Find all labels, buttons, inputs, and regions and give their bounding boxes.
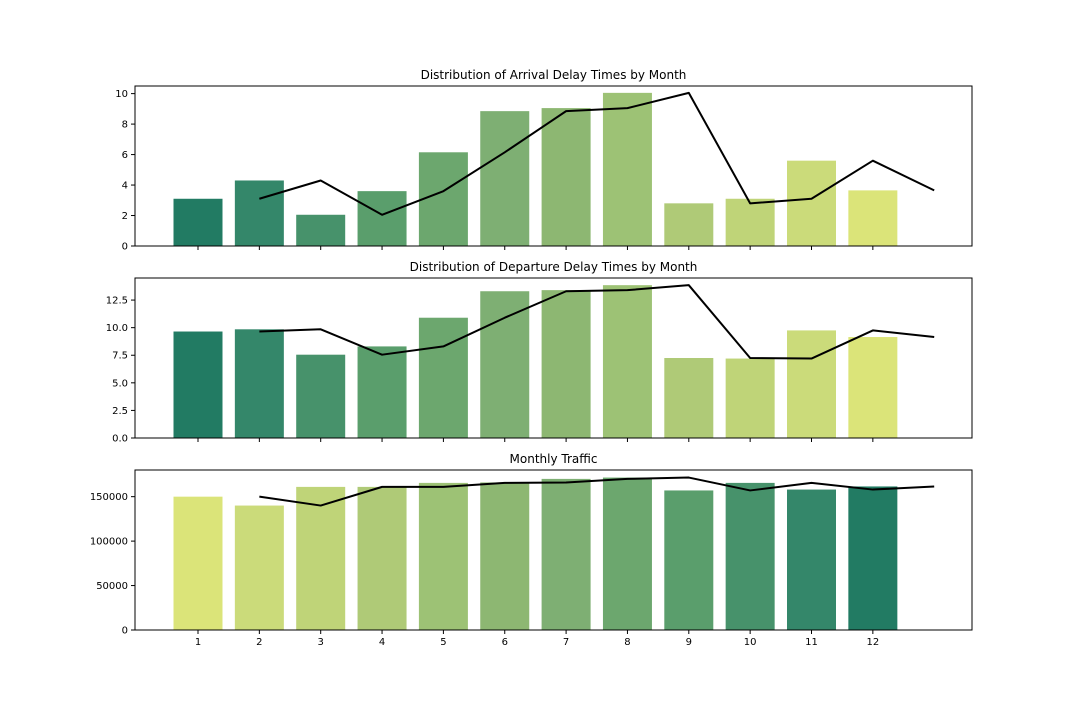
axes-frame <box>134 277 973 439</box>
bar-4 <box>357 191 407 246</box>
x-tick-label: 11 <box>805 637 818 648</box>
bar-1 <box>173 496 223 630</box>
bar-1 <box>173 331 223 438</box>
x-tick-label: 10 <box>744 637 757 648</box>
y-tick-label: 5.0 <box>112 378 128 389</box>
bar-9 <box>664 358 714 438</box>
bar-7 <box>541 478 591 630</box>
chart-panel-2: Distribution of Departure Delay Times by… <box>106 260 973 445</box>
bar-9 <box>664 490 714 630</box>
series-line <box>259 476 935 507</box>
y-tick-label: 50000 <box>96 581 128 592</box>
bar-10 <box>725 482 775 630</box>
y-tick-label: 2 <box>122 211 128 222</box>
bar-4 <box>357 346 407 438</box>
y-tick-label: 7.5 <box>112 351 128 362</box>
x-tick-label: 1 <box>195 637 201 648</box>
y-tick-label: 12.5 <box>106 296 128 307</box>
x-tick-label: 8 <box>624 637 630 648</box>
bar-7 <box>541 290 591 438</box>
bar-10 <box>725 198 775 246</box>
bar-11 <box>787 160 836 246</box>
y-tick-label: 0 <box>122 242 128 253</box>
y-tick-label: 150000 <box>90 492 128 503</box>
x-tick-label: 2 <box>256 637 262 648</box>
chart-panel-1: Distribution of Arrival Delay Times by M… <box>115 68 973 253</box>
bar-12 <box>848 190 898 246</box>
y-tick-label: 6 <box>122 150 128 161</box>
bar-12 <box>848 337 898 438</box>
bar-5 <box>418 152 468 246</box>
chart-title: Monthly Traffic <box>510 452 598 466</box>
bar-2 <box>234 505 284 630</box>
x-tick-label: 3 <box>318 637 324 648</box>
x-tick-label: 7 <box>563 637 569 648</box>
axes-frame <box>134 469 973 631</box>
bar-11 <box>787 489 836 630</box>
bar-10 <box>725 358 775 438</box>
x-tick-label: 9 <box>686 637 692 648</box>
bar-8 <box>602 285 652 438</box>
bar-5 <box>418 482 468 630</box>
x-tick-label: 5 <box>440 637 446 648</box>
bar-2 <box>234 329 284 438</box>
x-tick-label: 12 <box>866 637 879 648</box>
bar-9 <box>664 203 714 246</box>
axes-frame <box>134 85 973 247</box>
chart-title: Distribution of Arrival Delay Times by M… <box>421 68 687 82</box>
bar-11 <box>787 330 836 438</box>
series-line <box>259 91 935 216</box>
bar-3 <box>296 354 346 438</box>
x-tick-label: 4 <box>379 637 385 648</box>
x-tick-label: 6 <box>502 637 508 648</box>
series-line <box>259 284 935 360</box>
bar-8 <box>602 477 652 630</box>
y-tick-label: 10 <box>115 89 128 100</box>
bar-5 <box>418 317 468 438</box>
bar-6 <box>480 111 530 247</box>
y-tick-label: 4 <box>122 181 128 192</box>
y-tick-label: 100000 <box>90 537 128 548</box>
bar-1 <box>173 198 223 246</box>
bar-6 <box>480 291 530 438</box>
y-tick-label: 0.0 <box>112 434 128 445</box>
bar-12 <box>848 486 898 630</box>
y-tick-label: 2.5 <box>112 406 128 417</box>
y-tick-label: 0 <box>122 626 128 637</box>
y-tick-label: 10.0 <box>106 323 128 334</box>
y-tick-label: 8 <box>122 120 128 131</box>
bar-3 <box>296 214 346 246</box>
bar-2 <box>234 180 284 246</box>
bar-3 <box>296 486 346 630</box>
bar-4 <box>357 486 407 630</box>
bar-7 <box>541 108 591 246</box>
chart-title: Distribution of Departure Delay Times by… <box>410 260 698 274</box>
bar-8 <box>602 92 652 246</box>
bar-6 <box>480 482 530 630</box>
